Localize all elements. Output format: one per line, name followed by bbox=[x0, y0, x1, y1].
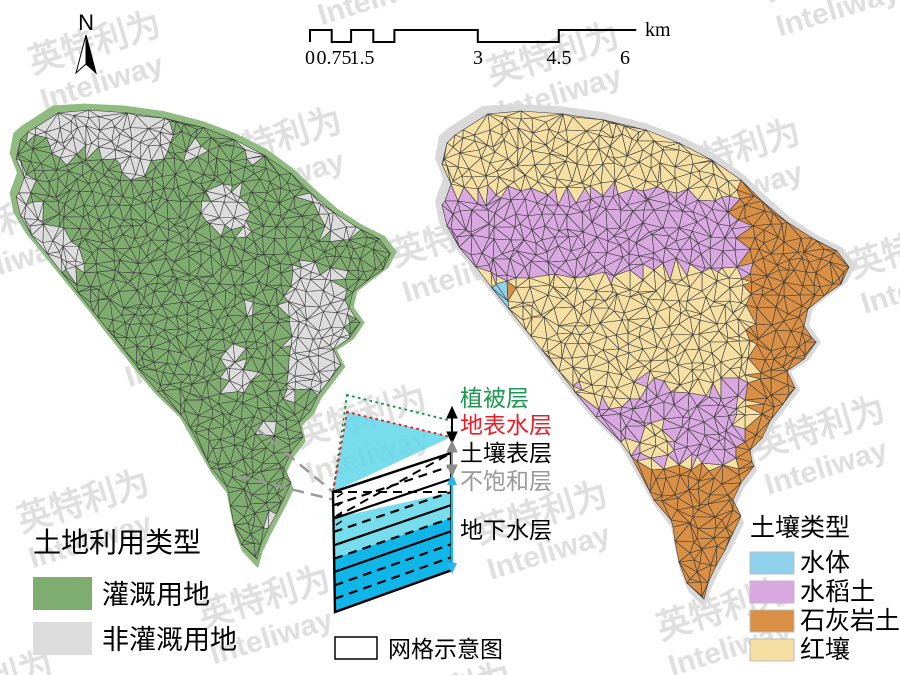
svg-text:3: 3 bbox=[473, 47, 483, 69]
svg-text:水稻土: 水稻土 bbox=[800, 578, 875, 606]
svg-text:植被层: 植被层 bbox=[460, 385, 529, 411]
svg-text:km: km bbox=[645, 19, 671, 41]
svg-text:不饱和层: 不饱和层 bbox=[460, 468, 552, 494]
svg-text:非灌溉用地: 非灌溉用地 bbox=[102, 625, 237, 655]
svg-text:石灰岩土: 石灰岩土 bbox=[800, 607, 900, 635]
svg-text:N: N bbox=[78, 10, 94, 35]
svg-text:地表水层: 地表水层 bbox=[460, 412, 552, 438]
svg-text:灌溉用地: 灌溉用地 bbox=[102, 580, 210, 610]
svg-text:水体: 水体 bbox=[800, 549, 850, 577]
svg-text:网格示意图: 网格示意图 bbox=[388, 636, 503, 662]
svg-text:0: 0 bbox=[305, 47, 315, 69]
svg-text:地下水层: 地下水层 bbox=[460, 517, 552, 543]
svg-text:土壤类型: 土壤类型 bbox=[750, 514, 850, 542]
svg-text:4.5: 4.5 bbox=[547, 47, 572, 69]
svg-text:红壤: 红壤 bbox=[800, 636, 850, 664]
svg-text:土地利用类型: 土地利用类型 bbox=[33, 527, 201, 558]
svg-text:土壤表层: 土壤表层 bbox=[460, 440, 552, 466]
svg-text:0.75: 0.75 bbox=[317, 47, 352, 69]
svg-text:6: 6 bbox=[620, 47, 630, 69]
svg-text:1.5: 1.5 bbox=[350, 47, 375, 69]
